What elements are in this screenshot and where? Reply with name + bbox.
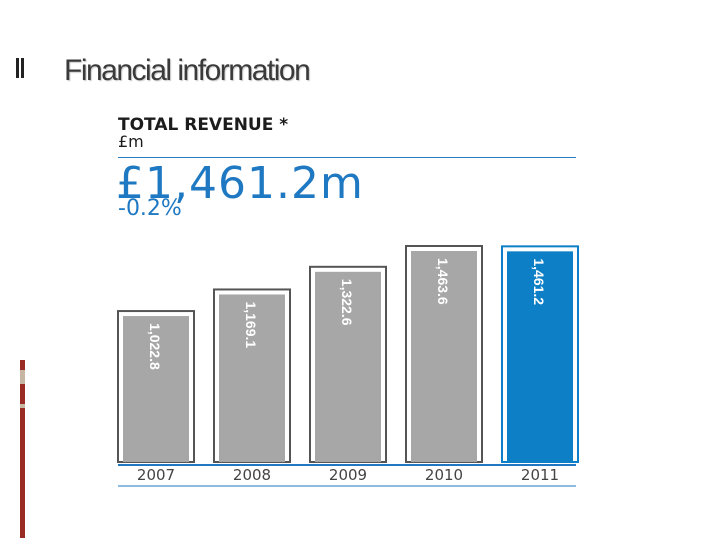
decorative-bar-tan (20, 370, 25, 384)
decorative-bar-red-mid (20, 384, 25, 404)
decorative-bar-red-long (20, 408, 25, 538)
x-tick-label-2011: 2011 (521, 466, 559, 484)
bar-2010 (411, 251, 477, 462)
chart-title: TOTAL REVENUE * (118, 115, 289, 135)
decorative-bar-red-top (20, 360, 25, 370)
bar-value-label-2011: 1,461.2 (531, 258, 547, 305)
decorative-bar-tan-2 (20, 404, 25, 408)
x-tick-label-2008: 2008 (233, 466, 271, 484)
x-tick-label-2007: 2007 (137, 466, 175, 484)
bar-2011 (507, 251, 573, 462)
chart-header-rule (118, 157, 576, 158)
chart-unit-label: £m (118, 132, 144, 151)
slide-bullet-icon (16, 58, 28, 78)
x-tick-label-2010: 2010 (425, 466, 463, 484)
headline-revenue-value: £1,461.2m (116, 158, 364, 209)
bar-value-label-2008: 1,169.1 (243, 301, 259, 348)
x-tick-label-2009: 2009 (329, 466, 367, 484)
bar-value-label-2010: 1,463.6 (435, 258, 451, 305)
headline-revenue-change: -0.2% (118, 196, 182, 221)
slide-title: Financial information (64, 54, 311, 87)
bar-2008 (219, 294, 285, 462)
bar-2009 (315, 271, 381, 462)
bar-2007 (123, 316, 189, 462)
bar-value-label-2007: 1,022.8 (147, 323, 163, 370)
bar-value-label-2009: 1,322.6 (339, 279, 355, 326)
